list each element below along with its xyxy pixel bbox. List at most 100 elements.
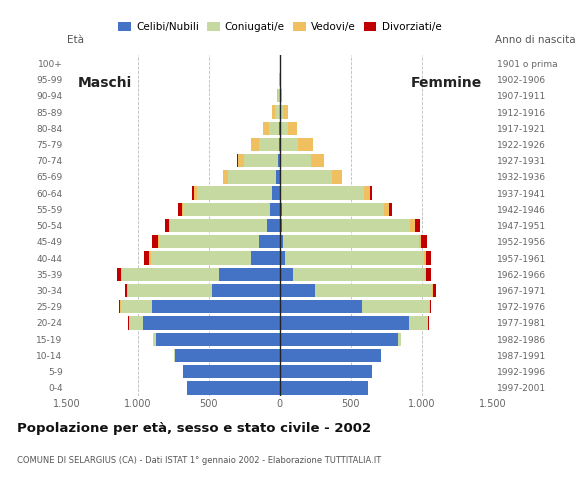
Bar [277,89,278,102]
Bar [117,268,121,281]
Bar [128,284,212,297]
Bar [121,268,122,281]
Bar [270,203,280,216]
Bar [280,235,283,249]
Bar [158,235,159,249]
Bar [128,316,129,330]
Bar [285,252,424,264]
Bar [410,219,415,232]
Bar [280,170,281,183]
Bar [159,235,259,249]
Bar [179,203,182,216]
Bar [270,121,280,135]
Bar [280,89,281,102]
Bar [299,138,313,151]
Bar [238,154,244,168]
Bar [283,105,288,119]
Bar [280,105,283,119]
Bar [389,203,392,216]
Bar [280,365,372,378]
Bar [183,203,270,216]
Bar [281,203,384,216]
Bar [251,138,259,151]
Bar [362,300,429,313]
Bar [281,187,364,200]
Text: COMUNE DI SELARGIUS (CA) - Dati ISTAT 1° gennaio 2002 - Elaborazione TUTTITALIA.: COMUNE DI SELARGIUS (CA) - Dati ISTAT 1°… [17,456,382,465]
Bar [252,252,280,264]
Bar [280,268,293,281]
Bar [152,235,158,249]
Bar [120,300,121,313]
Bar [276,170,280,183]
Bar [280,252,285,264]
Bar [272,187,280,200]
Bar [316,284,432,297]
Bar [280,316,409,330]
Bar [278,154,280,168]
Bar [125,284,127,297]
Bar [171,219,267,232]
Bar [419,235,421,249]
Bar [175,349,280,362]
Bar [281,170,332,183]
Text: Popolazione per età, sesso e stato civile - 2002: Popolazione per età, sesso e stato civil… [17,422,372,435]
Bar [267,219,280,232]
Bar [311,154,324,168]
Bar [263,121,270,135]
Bar [384,203,389,216]
Bar [433,284,436,297]
Bar [428,316,429,330]
Bar [259,235,280,249]
Bar [280,121,288,135]
Bar [426,252,431,264]
Bar [415,219,419,232]
Bar [364,187,370,200]
Bar [424,252,426,264]
Bar [143,316,280,330]
Bar [127,284,128,297]
Bar [144,252,150,264]
Bar [280,284,316,297]
Bar [156,333,280,346]
Bar [153,333,156,346]
Bar [280,300,362,313]
Bar [282,219,410,232]
Bar [288,121,298,135]
Bar [280,138,299,151]
Bar [122,268,219,281]
Bar [370,187,372,200]
Text: Maschi: Maschi [78,76,132,90]
Text: Età: Età [67,36,84,46]
Bar [280,219,282,232]
Bar [169,219,171,232]
Bar [425,268,426,281]
Text: Femmine: Femmine [411,76,481,90]
Bar [165,219,169,232]
Legend: Celibi/Nubili, Coniugati/e, Vedovi/e, Divorziati/e: Celibi/Nubili, Coniugati/e, Vedovi/e, Di… [114,18,445,36]
Bar [432,284,433,297]
Bar [279,138,280,151]
Bar [259,138,279,151]
Bar [409,316,427,330]
Bar [421,235,427,249]
Bar [429,300,430,313]
Bar [228,170,276,183]
Bar [278,89,280,102]
Bar [430,300,432,313]
Bar [280,203,281,216]
Bar [276,105,280,119]
Bar [283,235,419,249]
Bar [380,349,382,362]
Bar [280,154,311,168]
Bar [121,300,152,313]
Bar [119,300,120,313]
Bar [273,105,275,119]
Bar [183,365,280,378]
Bar [426,268,432,281]
Bar [212,284,280,297]
Bar [280,349,380,362]
Bar [244,154,278,168]
Bar [223,170,228,183]
Bar [152,300,280,313]
Bar [281,89,282,102]
